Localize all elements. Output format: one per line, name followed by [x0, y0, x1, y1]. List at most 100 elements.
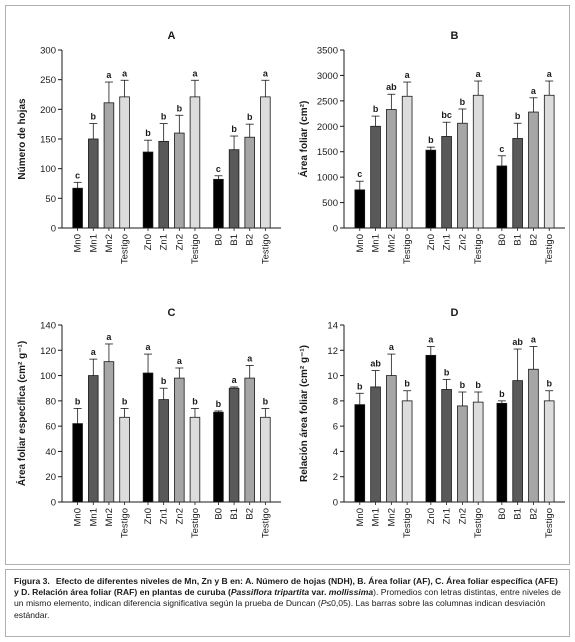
panel-a-letter-0-2: a	[106, 70, 112, 80]
panel-d-y-tick-label-3: 6	[333, 422, 338, 433]
panel-d-y-tick-label-2: 4	[333, 447, 338, 458]
panel-a-y-tick-label-1: 50	[45, 194, 56, 205]
panel-a-letter-1-1: b	[161, 112, 167, 122]
figure-panel-area: A 0 50 100 150 200 250 300 Número de hojas c Mn0 b M…	[5, 5, 570, 565]
panel-a-bar-b2-2	[244, 136, 255, 229]
panel-c-y-tick-label-5: 100	[40, 371, 56, 382]
panel-c-bar-zn2-1	[174, 377, 185, 503]
panel-c-y-tick-label-1: 20	[45, 472, 56, 483]
panel-d-letter-0-3: b	[404, 379, 410, 389]
panel-c-bar-testigo-1	[189, 416, 201, 503]
panel-b-letter-2-2: a	[531, 86, 537, 96]
panel-a-x-label-mn2-0: Mn2	[104, 234, 115, 252]
panel-c-bar-zn0-1	[142, 372, 154, 503]
panel-b-letter-1-1: bc	[441, 110, 452, 120]
panel-d-letter-1-3: b	[475, 380, 481, 390]
panel-b-x-label-zn2-1: Zn2	[457, 234, 468, 250]
panel-d-x-label-mn2-0: Mn2	[386, 508, 397, 526]
panel-d-y-tick-label-1: 2	[333, 472, 338, 483]
panel-a-x-label-mn0-0: Mn0	[73, 234, 84, 252]
panel-d-bar-mn1-0	[370, 386, 381, 503]
panel-b-y-tick-label-6: 3000	[317, 71, 338, 82]
panel-c-bar-zn1-1	[158, 399, 169, 503]
panel-d-bar-testigo-2	[543, 400, 555, 503]
panel-d-x-label-b0-2: B0	[497, 508, 508, 520]
panel-d-x-label-testigo-0: Testigo	[402, 508, 413, 538]
panel-c-bar-b2-2	[244, 377, 255, 503]
panel-a-x-label-b1-2: B1	[229, 234, 240, 246]
panel-a-x-label-zn2-1: Zn2	[174, 234, 185, 250]
panel-d-x-label-zn2-1: Zn2	[457, 508, 468, 524]
panel-a-y-tick-label-2: 100	[40, 164, 56, 175]
panel-c-bar-mn2-0	[103, 361, 115, 503]
panel-a-x-label-b2-2: B2	[245, 234, 256, 246]
panel-d-letter-0-2: a	[389, 342, 395, 352]
panel-c-x-label-mn2-0: Mn2	[104, 508, 115, 526]
panel-a-letter-0-0: c	[75, 170, 80, 180]
panel-a-title: A	[168, 30, 176, 42]
panel-a-x-label-testigo-0: Testigo	[120, 234, 131, 264]
panel-a-bar-testigo-0	[119, 96, 130, 229]
panel-b-x-label-zn0-1: Zn0	[426, 234, 437, 250]
caption-stat: P	[320, 598, 327, 609]
panel-b-title: B	[451, 30, 459, 42]
panel-b-y-tick-label-2: 1000	[317, 173, 338, 184]
panel-a-letter-2-0: c	[216, 164, 221, 174]
panel-b-x-label-testigo-2: Testigo	[544, 234, 555, 264]
panel-c-x-label-mn1-0: Mn1	[88, 508, 99, 526]
panel-b-y-tick-label-1: 500	[322, 198, 338, 209]
panel-a-letter-0-1: b	[91, 112, 97, 122]
panel-d-x-label-mn0-0: Mn0	[355, 508, 366, 526]
panel-b-x-label-b2-2: B2	[528, 234, 539, 246]
panel-b-x-label-zn1-1: Zn1	[442, 234, 453, 250]
panel-c-bar-mn1-0	[88, 375, 99, 503]
panel-c-letter-0-0: b	[75, 396, 81, 406]
panel-c-x-label-mn0-0: Mn0	[73, 508, 84, 526]
panel-b-bar-mn1-0	[370, 125, 381, 229]
panel-b-bar-zn0-1	[425, 149, 437, 229]
panel-d-letter-0-1: ab	[370, 359, 381, 369]
panel-a-bar-testigo-2	[260, 96, 271, 229]
panel-b-y-tick-label-5: 2500	[317, 96, 338, 107]
panel-a-letter-2-2: b	[247, 112, 253, 122]
panel-a-y-tick-label-5: 250	[40, 75, 56, 86]
panel-a-letter-2-1: b	[231, 124, 237, 134]
panel-a-letter-1-2: b	[177, 103, 183, 113]
panel-c-title: C	[168, 307, 176, 319]
panel-c-y-axis-label: Área foliar específica (cm² g⁻¹)	[15, 341, 28, 486]
panel-b-bar-mn2-0	[386, 109, 397, 229]
panel-c-x-label-testigo-0: Testigo	[120, 508, 131, 538]
panel-d-letter-1-1: b	[444, 367, 450, 377]
panel-d-y-axis-label: Relación área foliar (cm² g⁻¹)	[299, 345, 310, 482]
panel-c-letter-1-3: b	[192, 396, 198, 406]
panel-b-y-tick-label-7: 3500	[317, 46, 338, 57]
panel-d-bar-zn2-1	[457, 405, 468, 503]
panel-b-x-label-testigo-0: Testigo	[402, 234, 413, 264]
panel-c-bar-mn0-0	[72, 423, 83, 503]
panel-d-y-tick-label-5: 10	[327, 371, 338, 382]
panel-d-y-tick-label-4: 8	[333, 396, 338, 407]
panel-a-letter-0-3: a	[122, 68, 128, 78]
panel-c-y-tick-label-2: 40	[45, 447, 56, 458]
panel-b-x-label-testigo-1: Testigo	[473, 234, 484, 264]
panel-a-bar-mn1-0	[88, 138, 99, 229]
panel-d-bar-testigo-1	[472, 401, 484, 503]
panel-a-letter-1-0: b	[145, 128, 151, 138]
panel-c-letter-2-2: a	[247, 353, 253, 363]
panel-b-bar-b1-2	[512, 138, 523, 229]
panel-c-letter-0-1: a	[91, 347, 97, 357]
panel-d-bar-zn1-1	[441, 389, 452, 503]
caption-text-4: ≤0,05). Las barras sobre las columnas in…	[14, 598, 546, 620]
panel-a-x-label-zn1-1: Zn1	[159, 234, 170, 250]
panel-b-x-label-mn2-0: Mn2	[386, 234, 397, 252]
panel-c-x-label-testigo-2: Testigo	[260, 508, 271, 538]
panel-c-x-label-zn0-1: Zn0	[143, 508, 154, 524]
panel-b-y-tick-label-3: 1500	[317, 147, 338, 158]
panel-d-letter-2-1: ab	[512, 337, 523, 347]
panel-b-x-label-mn0-0: Mn0	[355, 234, 366, 252]
panel-d-letter-1-2: b	[460, 380, 466, 390]
panel-d-bar-testigo-0	[401, 400, 413, 503]
panel-a-y-tick-label-6: 300	[40, 46, 56, 57]
caption-text-2: var.	[309, 587, 329, 598]
chart-panel-c: C 0 20 40 60 80 100 120 140 Área foliar específic…	[15, 307, 281, 538]
